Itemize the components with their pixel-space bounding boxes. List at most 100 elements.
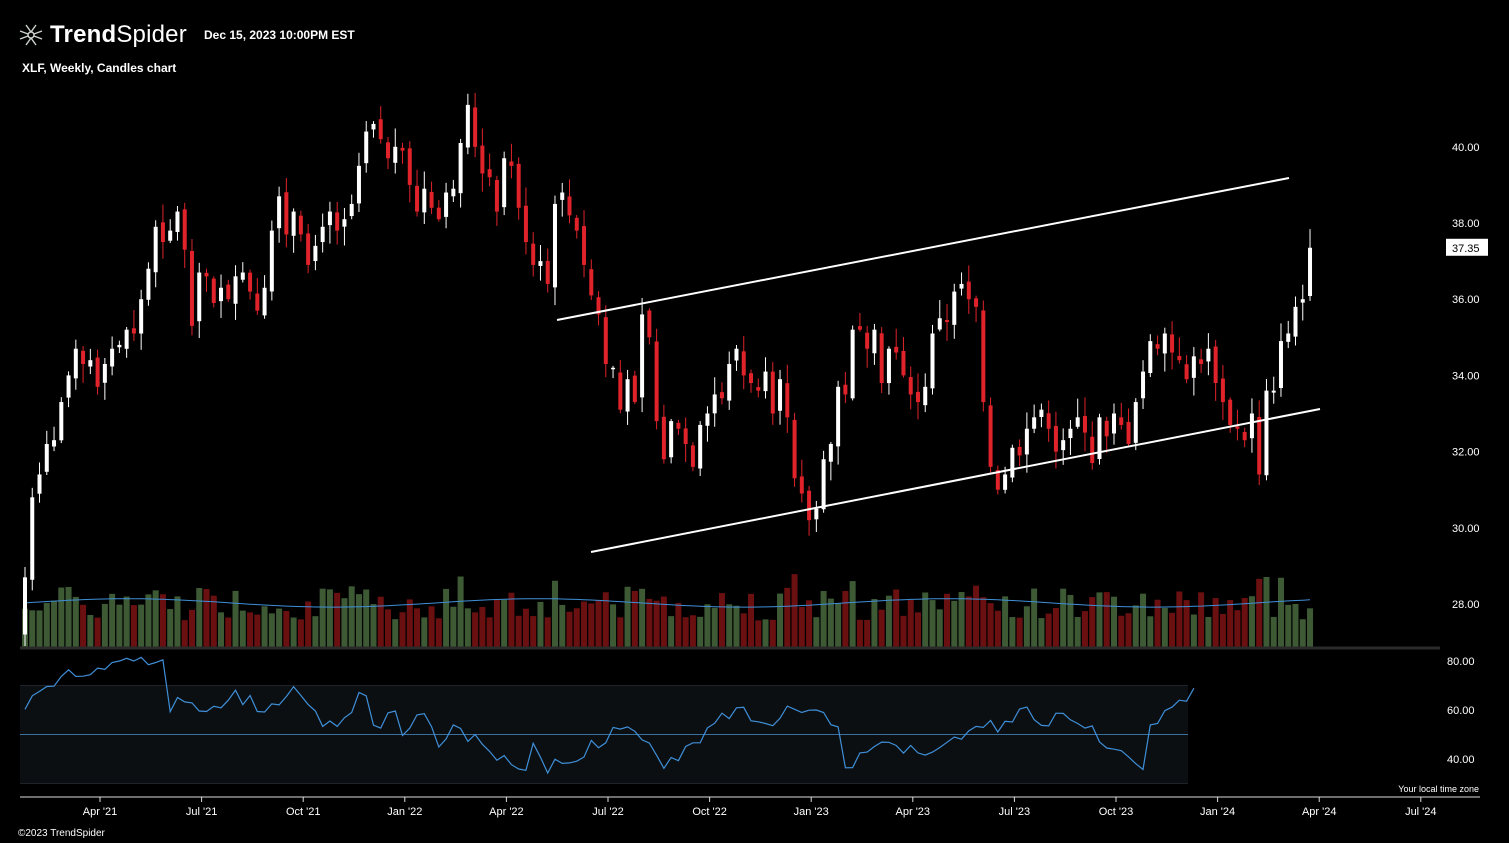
candle-body bbox=[749, 373, 753, 384]
volume-bar bbox=[864, 619, 871, 647]
candle-body bbox=[966, 281, 971, 300]
candle-body bbox=[1162, 333, 1167, 354]
candle-body bbox=[930, 333, 935, 389]
candle-body bbox=[1003, 474, 1008, 490]
volume-bar bbox=[508, 592, 515, 647]
volume-bar bbox=[769, 619, 776, 647]
x-tick-label: Jul '21 bbox=[186, 806, 217, 818]
candle-body bbox=[73, 348, 78, 379]
candle-body bbox=[959, 283, 964, 289]
channel-trendlines[interactable] bbox=[556, 177, 1321, 553]
candle-body bbox=[611, 367, 616, 370]
candle-body bbox=[1141, 371, 1146, 399]
last-price-label: 37.35 bbox=[1452, 243, 1480, 255]
candle-body bbox=[393, 146, 398, 163]
candle-body bbox=[545, 260, 550, 284]
rsi-band bbox=[20, 685, 1188, 784]
brand-bold: Trend bbox=[50, 21, 117, 48]
volume-bar bbox=[951, 600, 958, 647]
candle-body bbox=[640, 314, 645, 398]
rsi-series bbox=[24, 656, 1195, 775]
candle-body bbox=[386, 142, 390, 159]
volume-bar bbox=[1241, 597, 1248, 647]
candle-body bbox=[952, 291, 957, 325]
volume-bar bbox=[1103, 592, 1110, 647]
volume-bar bbox=[363, 589, 370, 647]
candle-body bbox=[342, 219, 347, 227]
candle-body bbox=[1257, 416, 1262, 475]
volume-bar bbox=[733, 605, 740, 647]
volume-bar bbox=[355, 594, 362, 647]
candle-body bbox=[770, 371, 775, 414]
volume-bar bbox=[595, 600, 602, 647]
candle-body bbox=[102, 363, 107, 383]
candle-body bbox=[436, 207, 441, 220]
price-tick-label: 28.00 bbox=[1452, 599, 1480, 611]
candle-body bbox=[458, 142, 463, 194]
candle-body bbox=[661, 416, 666, 460]
candle-body bbox=[248, 272, 253, 292]
candle-body bbox=[110, 348, 115, 367]
volume-bar bbox=[80, 604, 87, 647]
volume-bar bbox=[319, 588, 326, 647]
candle-body bbox=[124, 329, 129, 349]
candle-body bbox=[567, 196, 572, 216]
candle-body bbox=[756, 387, 761, 391]
volume-bar bbox=[210, 595, 217, 647]
price-tick-label: 36.00 bbox=[1452, 294, 1480, 306]
candle-body bbox=[1148, 341, 1153, 374]
spider-logo-icon bbox=[19, 24, 43, 46]
volume-bar bbox=[1009, 617, 1016, 647]
candle-body bbox=[1242, 432, 1247, 441]
volume-bar bbox=[58, 587, 65, 647]
volume-bar bbox=[392, 619, 399, 647]
volume-bar bbox=[1307, 608, 1314, 647]
volume-bar bbox=[1052, 607, 1059, 647]
candle-body bbox=[298, 215, 303, 235]
volume-bar bbox=[29, 610, 36, 647]
volume-bar bbox=[704, 604, 711, 647]
volume-bar bbox=[544, 617, 551, 647]
volume-bar bbox=[203, 589, 210, 647]
volume-bar bbox=[726, 604, 733, 647]
volume-bar bbox=[944, 593, 951, 647]
candle-body bbox=[494, 180, 499, 212]
volume-bar bbox=[1089, 597, 1096, 647]
candle-body bbox=[886, 348, 891, 384]
timezone-label[interactable]: Your local time zone bbox=[1398, 784, 1479, 794]
volume-bar bbox=[1132, 605, 1139, 647]
candle-body bbox=[1039, 409, 1044, 418]
volume-bar bbox=[610, 604, 617, 647]
candle-body bbox=[1112, 413, 1116, 434]
chart-subtitle: XLF, Weekly, Candles chart bbox=[22, 61, 177, 75]
volume-bar bbox=[900, 615, 907, 647]
brand-light: Spider bbox=[116, 21, 187, 48]
volume-bar bbox=[748, 593, 754, 647]
chart-date: Dec 15, 2023 10:00PM EST bbox=[204, 28, 355, 42]
candle-body bbox=[945, 320, 950, 323]
candle-body bbox=[1177, 355, 1182, 361]
candle-body bbox=[676, 422, 681, 429]
candle-body bbox=[981, 310, 986, 403]
candle-body bbox=[451, 188, 456, 197]
candle-body bbox=[727, 363, 732, 401]
x-tick-label: Jan '24 bbox=[1200, 806, 1235, 818]
volume-bar bbox=[1205, 616, 1212, 647]
volume-bar bbox=[1031, 588, 1038, 647]
volume-bar bbox=[1023, 606, 1030, 647]
candle-body bbox=[582, 226, 587, 265]
volume-bar bbox=[312, 616, 319, 647]
volume-bar bbox=[51, 600, 58, 647]
candle-body bbox=[1249, 413, 1254, 439]
candle-body bbox=[233, 276, 238, 304]
volume-bar bbox=[1285, 604, 1292, 647]
volume-bar bbox=[239, 610, 246, 647]
candle-body bbox=[741, 351, 746, 376]
candle-body bbox=[1032, 417, 1037, 429]
candle-body bbox=[1228, 399, 1233, 425]
volume-bar bbox=[145, 594, 152, 647]
volume-bar bbox=[268, 613, 275, 647]
candle-body bbox=[378, 119, 383, 140]
volume-bar bbox=[602, 592, 609, 647]
